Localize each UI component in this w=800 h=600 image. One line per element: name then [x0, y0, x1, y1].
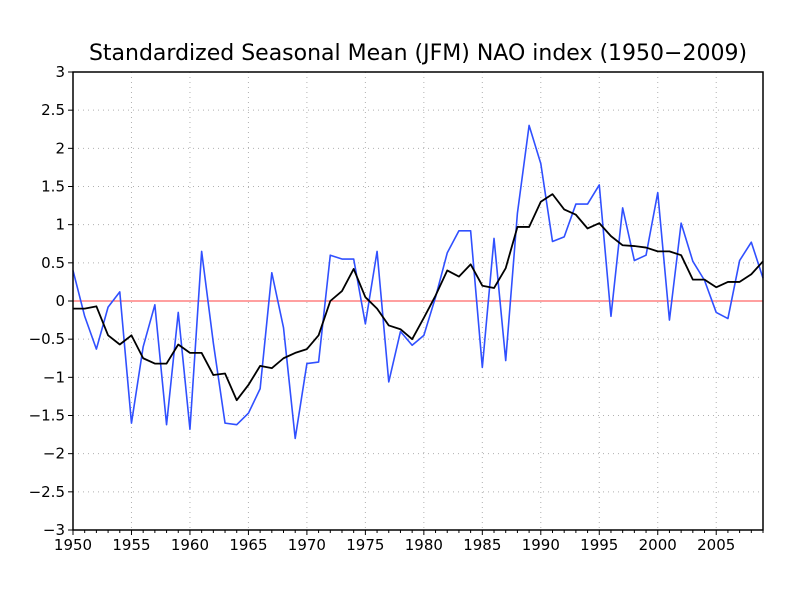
y-tick-label: −3 — [43, 521, 65, 539]
y-tick-label: −2.5 — [29, 483, 65, 501]
y-tick-label: 2.5 — [41, 101, 65, 119]
x-tick-label: 1955 — [112, 536, 150, 554]
y-tick-label: 0.5 — [41, 254, 65, 272]
x-tick-label: 2005 — [697, 536, 735, 554]
y-tick-label: 1 — [55, 216, 65, 234]
x-tick-label: 1985 — [463, 536, 501, 554]
y-tick-label: 1.5 — [41, 178, 65, 196]
series-line-1 — [72, 124, 764, 440]
y-tick-label: −1.5 — [29, 407, 65, 425]
y-tick-label: 2 — [55, 139, 65, 157]
y-tick-label: 3 — [55, 63, 65, 81]
x-tick-label: 1950 — [54, 536, 92, 554]
y-tick-label: −0.5 — [29, 330, 65, 348]
y-tick-label: −1 — [43, 368, 65, 386]
x-tick-label: 1970 — [288, 536, 326, 554]
x-tick-label: 1990 — [522, 536, 560, 554]
y-tick-label: −2 — [43, 445, 65, 463]
series-group — [72, 124, 764, 440]
x-tick-label: 1995 — [580, 536, 618, 554]
chart-title: Standardized Seasonal Mean (JFM) NAO ind… — [89, 41, 747, 66]
x-tick-label: 1965 — [229, 536, 267, 554]
x-axis-ticks: 1950 1955 1960 1965 1970 1975 1980 1985 1990 1995… — [54, 530, 764, 554]
x-tick-label: 1980 — [405, 536, 443, 554]
x-tick-label: 1975 — [346, 536, 384, 554]
y-tick-label: 0 — [55, 292, 65, 310]
y-axis-ticks: −3 −2.5 −2 −1.5 −1 −0.5 0 0.5 1 1.5 2 2.5 3 — [29, 63, 73, 539]
series-line-2 — [73, 193, 764, 402]
x-tick-label: 2000 — [639, 536, 677, 554]
x-tick-label: 1960 — [171, 536, 209, 554]
